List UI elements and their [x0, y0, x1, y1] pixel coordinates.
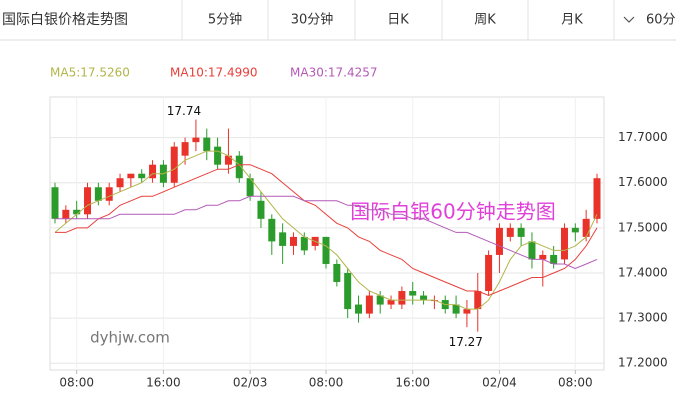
candle-body	[181, 142, 189, 156]
candle-body	[268, 218, 276, 242]
ma-line	[54, 150, 598, 310]
candle-body	[593, 178, 601, 219]
tab[interactable]: 周K	[474, 13, 496, 28]
candle-body	[528, 241, 536, 260]
candle-body	[571, 227, 579, 233]
candle-body	[203, 137, 211, 152]
watermark: 国际白银60分钟走势图	[350, 200, 555, 224]
candle-body	[355, 304, 363, 314]
candle-body	[322, 236, 330, 264]
candle-body	[73, 209, 81, 215]
candle-body	[300, 236, 308, 251]
candle-body	[452, 304, 460, 314]
candle-body	[116, 178, 124, 188]
candle-body	[550, 254, 558, 264]
plot-frame	[49, 96, 605, 371]
tab[interactable]: 60分	[646, 13, 676, 28]
tab[interactable]: 月K	[561, 13, 583, 28]
x-tick-label: 16:00	[146, 376, 181, 390]
candle-body	[289, 236, 297, 246]
candle-body	[495, 227, 503, 255]
x-tick-label: 08:00	[309, 376, 344, 390]
y-tick-label: 17.5000	[618, 220, 668, 234]
site-watermark: dyhjw.com	[90, 329, 170, 347]
candle-body	[51, 187, 59, 219]
candle-body	[94, 187, 102, 201]
candle-body	[387, 300, 395, 305]
legend-entry: MA5:17.5260	[50, 66, 130, 80]
candle-body	[257, 200, 265, 219]
y-tick-label: 17.3000	[618, 311, 668, 325]
tab-dividers	[181, 0, 615, 40]
candle-body	[409, 291, 417, 296]
tab[interactable]: 国际白银价格走势图	[2, 12, 128, 28]
candle-body	[376, 295, 384, 305]
tab[interactable]: 日K	[387, 13, 409, 28]
candle-body	[170, 146, 178, 183]
candle-body	[517, 227, 525, 237]
candle-body	[344, 272, 352, 310]
candle-body	[333, 263, 341, 283]
candle-body	[138, 173, 146, 179]
tab[interactable]: 30分钟	[291, 12, 334, 28]
x-tick-label: 08:00	[558, 376, 593, 390]
tab[interactable]: 5分钟	[208, 12, 242, 28]
candle-body	[279, 232, 287, 246]
candle-body	[149, 164, 157, 179]
dropdown-icon[interactable]	[623, 16, 635, 23]
candle-body	[235, 155, 243, 179]
candle-body	[84, 187, 92, 215]
ma-line	[55, 195, 598, 270]
candle-body	[560, 227, 568, 260]
candle-body	[62, 209, 70, 219]
max-label: 17.74	[167, 104, 201, 118]
x-tick-label: 08:00	[59, 376, 94, 390]
candle-body	[506, 227, 514, 237]
candle-body	[246, 178, 254, 197]
candle-body	[474, 291, 482, 310]
x-tick-label: 16:00	[395, 376, 430, 390]
min-label: 17.27	[449, 335, 483, 349]
candle-body	[485, 254, 493, 292]
x-tick-label: 02/03	[233, 376, 268, 390]
candle-body	[463, 309, 471, 314]
candle-body	[214, 146, 222, 165]
candle-body	[420, 295, 428, 301]
x-tick-label: 02/04	[482, 376, 517, 390]
candle-body	[365, 295, 373, 314]
tab-bar	[0, 0, 676, 40]
legend-entry: MA10:17.4990	[170, 66, 258, 80]
candle-body	[224, 155, 232, 165]
candle-body	[127, 173, 135, 179]
candle-body	[105, 187, 113, 201]
candle-body	[192, 137, 200, 143]
y-tick-label: 17.4000	[618, 265, 668, 279]
y-tick-label: 17.6000	[618, 175, 668, 189]
y-tick-label: 17.2000	[618, 356, 668, 370]
ma-line	[55, 164, 598, 297]
legend-entry: MA30:17.4257	[290, 66, 378, 80]
y-tick-label: 17.7000	[618, 130, 668, 144]
candle-body	[398, 291, 406, 305]
candle-body	[539, 254, 547, 260]
candle-body	[582, 218, 590, 237]
